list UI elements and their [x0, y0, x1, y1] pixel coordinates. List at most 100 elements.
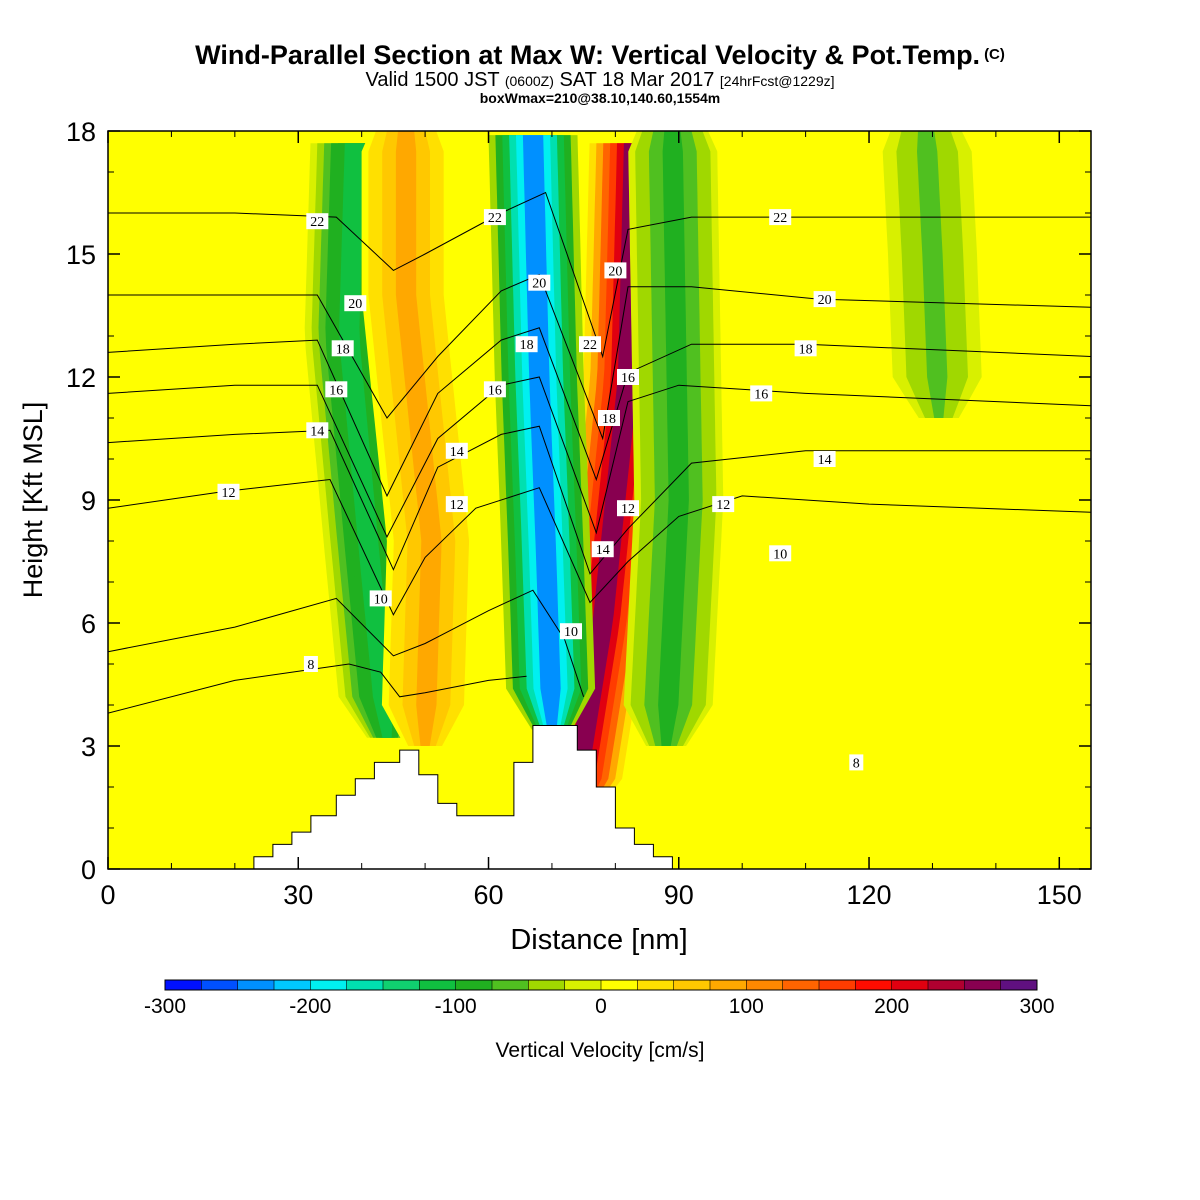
- contour-label: 14: [591, 541, 614, 558]
- box-info: boxWmax=210@38.10,140.60,1554m: [479, 90, 721, 106]
- contour-label-box: [579, 336, 601, 353]
- theta-contour: [108, 327, 1091, 498]
- colorbar-swatch: [346, 980, 384, 990]
- contour-label-text: 10: [773, 547, 787, 562]
- contour-label-box: [217, 483, 240, 500]
- contour-label-text: 10: [374, 592, 388, 607]
- velocity-downdraft: [882, 131, 982, 418]
- contour-label-box: [794, 340, 817, 357]
- y-tick-label: 6: [81, 609, 96, 639]
- colorbar-swatch: [819, 980, 856, 990]
- contour-label-text: 8: [853, 756, 860, 771]
- theta-contour: [108, 663, 527, 714]
- contour-label-box: [483, 209, 506, 226]
- contour-label-box: [712, 496, 735, 513]
- contour-label-box: [445, 442, 468, 459]
- contour-label-text: 12: [450, 498, 464, 513]
- colorbar-swatch: [564, 980, 602, 990]
- contour-label-text: 18: [799, 342, 813, 357]
- contour-label-box: [813, 451, 836, 467]
- title-block: Wind-Parallel Section at Max W: Vertical…: [0, 40, 1200, 105]
- contour-label-box: [598, 410, 620, 426]
- colorbar-swatch: [746, 980, 784, 990]
- contour-label-box: [331, 340, 354, 357]
- contour-label-box: [617, 369, 639, 385]
- contour-label-box: [769, 209, 792, 226]
- contour-label: 14: [445, 442, 468, 460]
- contour-label-text: 12: [621, 502, 635, 517]
- colorbar-swatch: [637, 980, 675, 990]
- contour-label: 14: [813, 451, 836, 468]
- contour-label: 22: [483, 209, 506, 226]
- contour-label-box: [750, 385, 773, 402]
- contour-label-text: 20: [818, 293, 832, 308]
- colorbar-swatch: [710, 980, 747, 990]
- colorbar-tick-label: 0: [595, 995, 607, 1018]
- x-axis-label: Distance [nm]: [510, 924, 687, 956]
- contour-label-text: 14: [310, 424, 324, 439]
- contour-label-box: [369, 590, 392, 607]
- colorbar-swatch: [237, 980, 275, 990]
- colorbar-swatch: [673, 980, 711, 990]
- valid-time: Valid 1500 JST: [365, 69, 500, 91]
- contour-label: 18: [794, 340, 817, 357]
- contour-label-box: [560, 623, 582, 640]
- contour-label: 20: [813, 291, 836, 308]
- contour-label-box: [325, 381, 348, 398]
- contour-label-box: [306, 213, 329, 230]
- contour-label-text: 22: [488, 211, 502, 226]
- y-tick-label: 0: [81, 855, 96, 885]
- colorbar-tick-label: -300: [144, 995, 186, 1018]
- contour-label-box: [617, 500, 639, 517]
- contour-label-text: 20: [532, 277, 546, 292]
- velocity-band: [339, 143, 394, 738]
- contour-label: 12: [445, 496, 468, 513]
- y-axis-label: Height [Kft MSL]: [18, 402, 48, 599]
- valid-utc: (0600Z): [504, 73, 554, 89]
- colorbar-tick-label: -200: [289, 995, 331, 1018]
- contour-label-text: 10: [564, 625, 578, 640]
- colorbar-swatch: [165, 980, 202, 990]
- contour-label: 8: [303, 656, 318, 673]
- colorbar-swatch: [383, 980, 420, 990]
- x-tick-label: 90: [664, 880, 694, 910]
- contour-label-text: 18: [602, 412, 616, 427]
- contour-label-box: [306, 422, 329, 439]
- contour-label: 12: [712, 496, 735, 513]
- contour-label-box: [591, 541, 614, 558]
- theta-contour: [108, 589, 585, 697]
- x-tick-label: 120: [847, 880, 892, 910]
- contour-label: 20: [344, 295, 367, 312]
- contour-label-box: [515, 336, 538, 353]
- x-tick-label: 150: [1037, 880, 1082, 910]
- contour-label-text: 12: [222, 486, 236, 501]
- contour-label-text: 16: [621, 371, 635, 386]
- colorbar-label: Vertical Velocity [cm/s]: [496, 1039, 705, 1062]
- contour-label-text: 16: [754, 387, 768, 402]
- contour-label: 10: [560, 623, 582, 640]
- contour-label: 22: [769, 209, 792, 226]
- contour-label-box: [528, 274, 551, 291]
- colorbar-swatch: [528, 980, 566, 990]
- contour-label-text: 14: [596, 543, 610, 558]
- colorbar-swatch: [782, 980, 820, 990]
- contour-label: 16: [325, 381, 348, 398]
- colorbar-swatch: [492, 980, 529, 990]
- contour-label: 10: [369, 590, 392, 607]
- colorbar-tick-label: 300: [1019, 995, 1054, 1018]
- contour-label-text: 18: [520, 338, 534, 353]
- colorbar-swatch: [928, 980, 965, 990]
- copyright-mark: (C): [984, 46, 1005, 63]
- y-tick-label: 9: [81, 486, 96, 516]
- contour-label-text: 20: [348, 297, 362, 312]
- contour-label: 8: [849, 754, 864, 771]
- contour-label: 16: [750, 385, 773, 402]
- chart-title: Wind-Parallel Section at Max W: Vertical…: [0, 40, 1200, 70]
- y-tick-label: 12: [66, 363, 96, 393]
- velocity-downdraft: [623, 131, 724, 746]
- contour-label-box: [344, 295, 367, 312]
- colorbar-swatch: [891, 980, 929, 990]
- contour-label-box: [813, 291, 836, 308]
- velocity-updraft: [361, 131, 476, 746]
